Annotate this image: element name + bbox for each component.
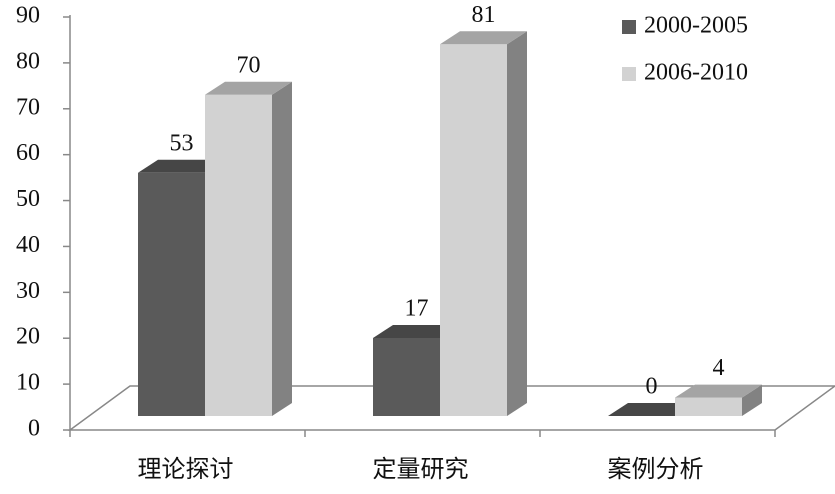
data-label: 53: [170, 130, 194, 156]
bar-side: [272, 81, 292, 417]
bar-top: [608, 403, 695, 416]
bar-top: [440, 31, 527, 45]
bar-front: [440, 44, 507, 417]
bar-front: [138, 172, 205, 416]
legend-label: 2006-2010: [644, 60, 748, 86]
legend-label: 2000-2005: [644, 13, 748, 39]
y-tick-label: 20: [16, 324, 40, 350]
x-tick-label: 定量研究: [373, 455, 469, 483]
bar-front: [205, 94, 272, 417]
y-tick-label: 60: [16, 140, 40, 166]
data-label: 0: [646, 374, 658, 400]
x-tick-label: 案例分析: [608, 455, 704, 483]
y-tick-label: 40: [16, 232, 40, 258]
legend-swatch: [622, 67, 636, 81]
y-tick-label: 30: [16, 278, 40, 304]
y-tick-label: 80: [16, 48, 40, 74]
bar-front: [373, 337, 440, 416]
y-tick-label: 50: [16, 186, 40, 212]
y-tick-label: 90: [16, 3, 40, 29]
y-tick-label: 10: [16, 370, 40, 396]
y-tick-label: 70: [16, 94, 40, 120]
x-tick-label: 理论探讨: [138, 455, 234, 483]
bar-top: [675, 384, 762, 398]
bar-top: [373, 324, 460, 338]
bar-side: [742, 384, 762, 416]
legend-swatch: [622, 20, 636, 34]
data-label: 81: [472, 2, 496, 28]
data-label: 17: [405, 295, 429, 321]
data-label: 4: [713, 355, 725, 381]
bar-side: [507, 31, 527, 417]
data-label: 70: [237, 52, 261, 78]
bar-top: [205, 81, 292, 95]
y-tick-label: 0: [28, 416, 40, 442]
bar-front: [675, 397, 742, 416]
bar-top: [138, 159, 225, 173]
